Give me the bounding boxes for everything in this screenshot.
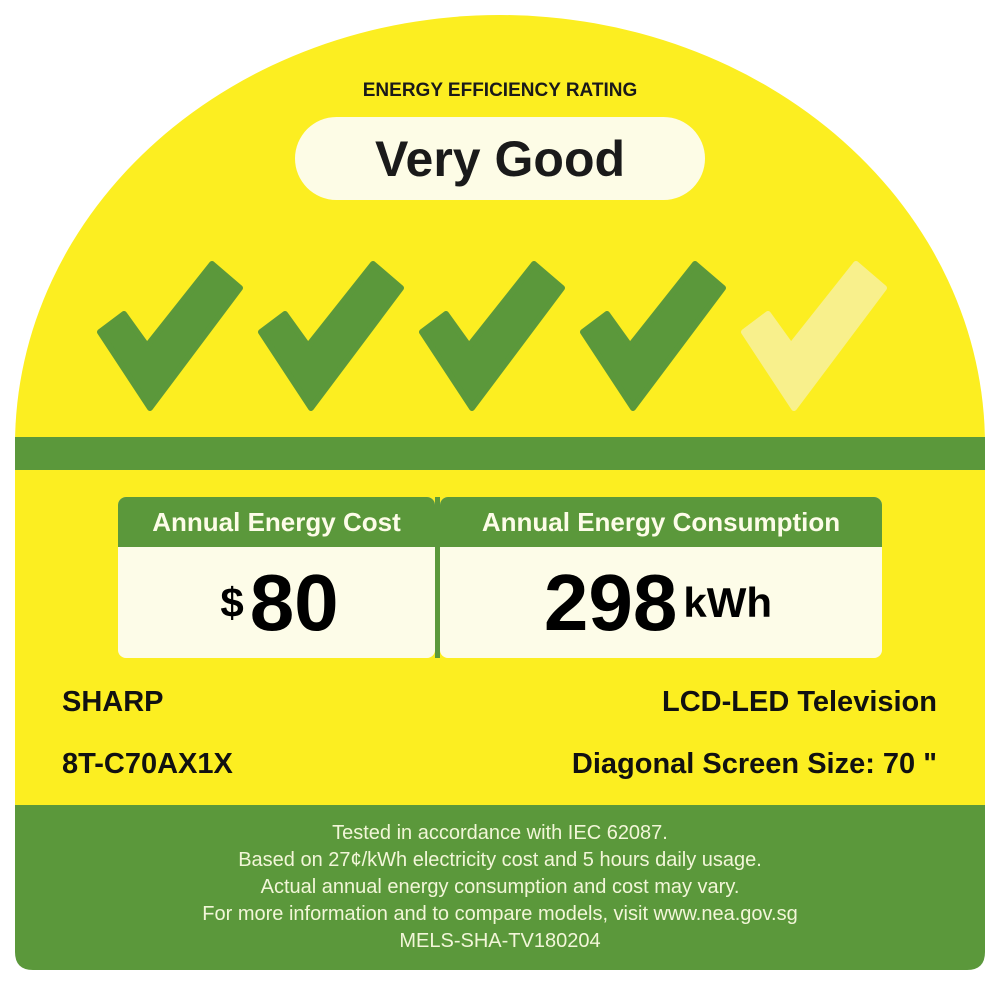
tick-earned-icon: [258, 261, 404, 411]
footer-line: Actual annual energy consumption and cos…: [260, 876, 740, 898]
rating-label-pill: Very Good: [295, 117, 705, 200]
footer-line: Tested in accordance with IEC 62087.: [332, 822, 668, 844]
annual-consumption-header: Annual Energy Consumption: [440, 497, 882, 547]
annual-cost-value: 80: [249, 557, 339, 647]
rating-label: Very Good: [374, 130, 626, 187]
annual-consumption-value: 298: [543, 557, 678, 647]
consumption-unit: kWh: [683, 578, 773, 626]
product-type: LCD-LED Television: [662, 686, 937, 718]
brand: SHARP: [62, 686, 164, 718]
tick-unearned-icon: [741, 261, 887, 411]
tick-earned-icon: [97, 261, 243, 411]
footer-green-panel: [15, 805, 985, 970]
rating-heading: ENERGY EFFICIENCY RATING: [362, 80, 638, 101]
model-number: 8T-C70AX1X: [62, 748, 233, 780]
currency-symbol: $: [220, 578, 244, 626]
tick-earned-icon: [580, 261, 726, 411]
tick-earned-icon: [419, 261, 565, 411]
annual-cost-box: Annual Energy Cost $ 80: [118, 497, 435, 658]
annual-consumption-box: Annual Energy Consumption 298 kWh: [440, 497, 882, 658]
annual-cost-header: Annual Energy Cost: [118, 497, 435, 547]
box-divider: [435, 497, 440, 658]
screen-size: Diagonal Screen Size: 70 ": [571, 748, 937, 780]
footer-line: Based on 27¢/kWh electricity cost and 5 …: [238, 849, 762, 871]
footer-line: MELS-SHA-TV180204: [399, 930, 601, 952]
footer-line: For more information and to compare mode…: [202, 903, 798, 925]
green-divider-band: [15, 437, 985, 470]
footer-text: Tested in accordance with IEC 62087. Bas…: [0, 820, 1000, 955]
